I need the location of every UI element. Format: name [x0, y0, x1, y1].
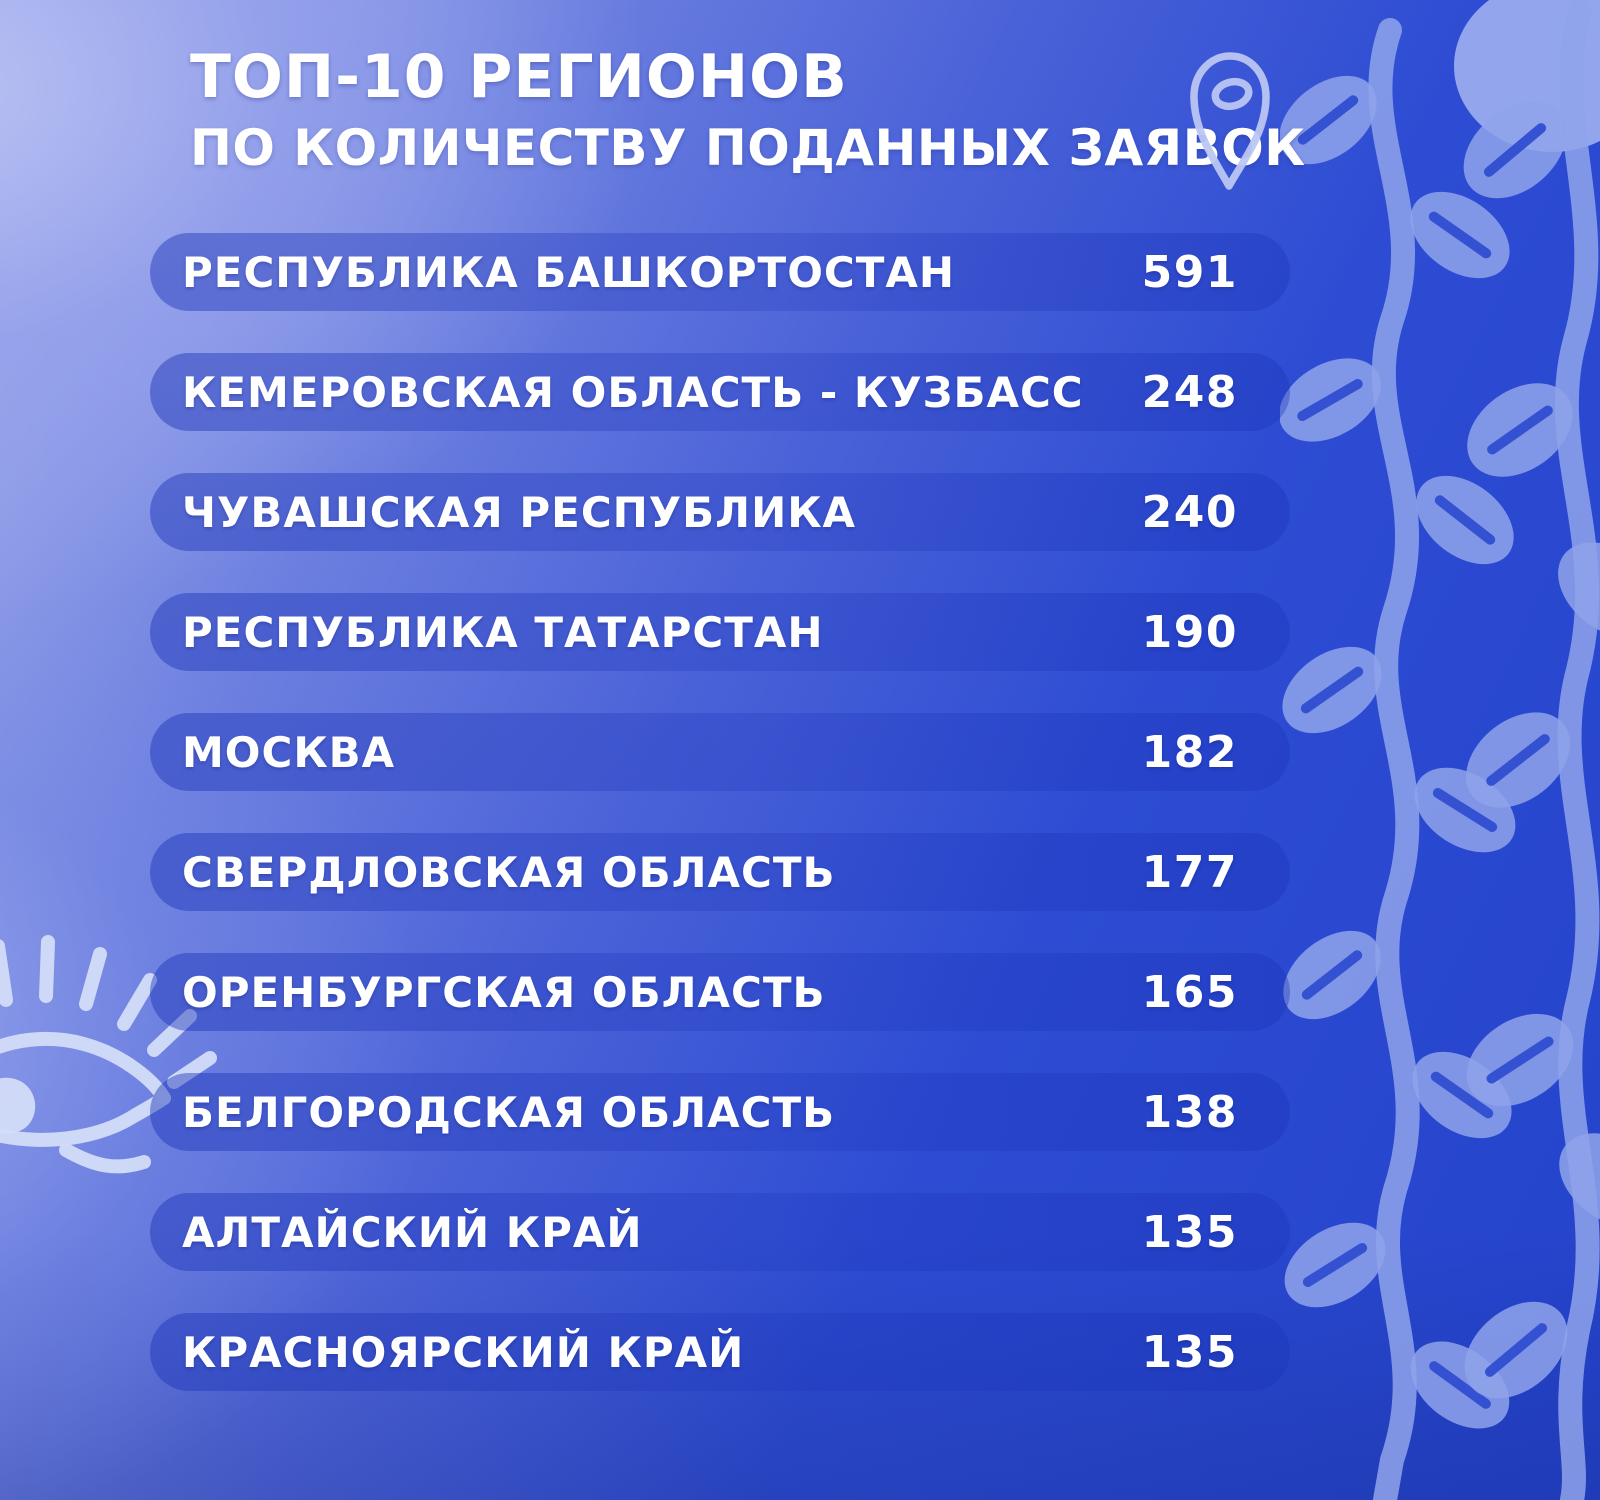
region-row: КЕМЕРОВСКАЯ ОБЛАСТЬ - КУЗБАСС 248	[150, 353, 1290, 431]
region-row: РЕСПУБЛИКА БАШКОРТОСТАН 591	[150, 233, 1290, 311]
region-label: РЕСПУБЛИКА БАШКОРТОСТАН	[182, 247, 956, 297]
region-row: МОСКВА 182	[150, 713, 1290, 791]
region-value: 135	[1141, 1326, 1238, 1378]
region-label: ОРЕНБУРГСКАЯ ОБЛАСТЬ	[182, 967, 826, 1017]
region-row: ОРЕНБУРГСКАЯ ОБЛАСТЬ 165	[150, 953, 1290, 1031]
region-label: МОСКВА	[182, 727, 396, 777]
region-row: СВЕРДЛОВСКАЯ ОБЛАСТЬ 177	[150, 833, 1290, 911]
region-label: РЕСПУБЛИКА ТАТАРСТАН	[182, 607, 824, 657]
region-row: АЛТАЙСКИЙ КРАЙ 135	[150, 1193, 1290, 1271]
header: ТОП-10 РЕГИОНОВ ПО КОЛИЧЕСТВУ ПОДАННЫХ З…	[190, 40, 1306, 178]
region-value: 240	[1141, 486, 1238, 538]
region-value: 591	[1141, 246, 1238, 298]
region-label: ЧУВАШСКАЯ РЕСПУБЛИКА	[182, 487, 857, 537]
region-value: 182	[1141, 726, 1238, 778]
region-label: БЕЛГОРОДСКАЯ ОБЛАСТЬ	[182, 1087, 836, 1137]
region-value: 135	[1141, 1206, 1238, 1258]
region-label: КРАСНОЯРСКИЙ КРАЙ	[182, 1327, 745, 1377]
region-row: БЕЛГОРОДСКАЯ ОБЛАСТЬ 138	[150, 1073, 1290, 1151]
region-value: 165	[1141, 966, 1238, 1018]
region-value: 177	[1141, 846, 1238, 898]
region-label: АЛТАЙСКИЙ КРАЙ	[182, 1207, 643, 1257]
region-label: СВЕРДЛОВСКАЯ ОБЛАСТЬ	[182, 847, 836, 897]
leaf-vine-doodle	[1280, 0, 1600, 1500]
region-row: КРАСНОЯРСКИЙ КРАЙ 135	[150, 1313, 1290, 1391]
region-row: ЧУВАШСКАЯ РЕСПУБЛИКА 240	[150, 473, 1290, 551]
region-row: РЕСПУБЛИКА ТАТАРСТАН 190	[150, 593, 1290, 671]
page-title: ТОП-10 РЕГИОНОВ	[190, 42, 848, 112]
region-label: КЕМЕРОВСКАЯ ОБЛАСТЬ - КУЗБАСС	[182, 367, 1084, 417]
region-value: 190	[1141, 606, 1238, 658]
page-subtitle: ПО КОЛИЧЕСТВУ ПОДАННЫХ ЗАЯВОК	[190, 119, 1306, 177]
region-list: РЕСПУБЛИКА БАШКОРТОСТАН 591 КЕМЕРОВСКАЯ …	[150, 233, 1290, 1391]
region-value: 248	[1141, 366, 1238, 418]
region-value: 138	[1141, 1086, 1238, 1138]
